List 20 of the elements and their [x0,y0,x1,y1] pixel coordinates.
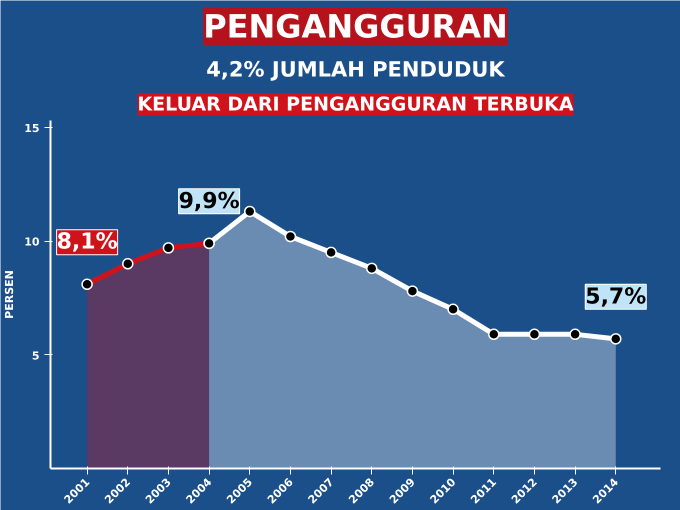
y-tick-label: 5 [32,349,40,362]
point [528,328,540,340]
chart-subtitle: 4,2% JUMLAH PENDUDUK [206,58,506,82]
point [366,262,378,274]
point [610,333,622,345]
data-label: 9,9% [178,188,240,214]
data-label: 8,1% [56,230,118,255]
data-label: 5,7% [585,284,646,310]
y-tick-label: 10 [24,236,40,249]
point [569,328,581,340]
chart-title: PENGANGGURAN [203,8,508,46]
point [325,246,337,258]
text: KELUAR DARI PENGANGGURAN TERBUKA [137,94,574,116]
y-axis-title: PERSEN [3,270,16,319]
point [284,230,296,242]
point [447,304,459,316]
point [406,285,418,297]
point [488,328,500,340]
point [244,206,256,218]
y-tick-label: 15 [24,122,40,135]
